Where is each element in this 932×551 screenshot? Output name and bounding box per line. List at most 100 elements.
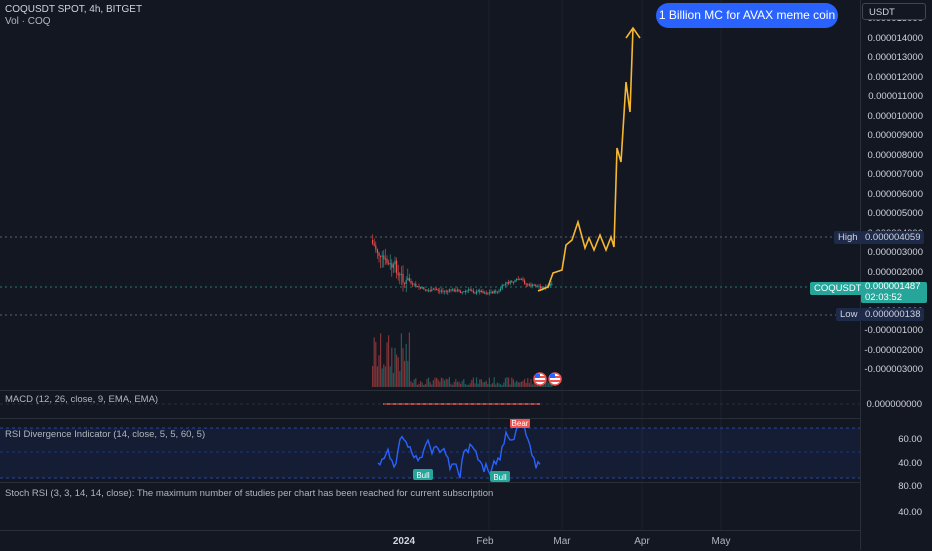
- volume-bar: [548, 383, 550, 387]
- candle-body: [532, 284, 534, 287]
- high-value-tag: 0.000004059: [861, 231, 925, 244]
- candle-body: [436, 289, 438, 291]
- price-tick: -0.000001000: [864, 325, 923, 336]
- candle-body: [492, 291, 494, 294]
- us-flag-icon[interactable]: [533, 372, 547, 386]
- macd-axis-value: 0.000000000: [866, 399, 922, 410]
- rsi-bear-label: Bear: [512, 419, 529, 428]
- candle-body: [551, 283, 553, 285]
- candle-body: [450, 289, 452, 291]
- current-price-tag: 0.000001487 02:03:52: [861, 281, 927, 303]
- candle-body: [455, 290, 457, 292]
- volume-bar: [519, 382, 521, 387]
- volume-bar: [490, 384, 492, 387]
- candle-body: [380, 255, 382, 257]
- stoch-axis-40: 40.00: [898, 507, 922, 518]
- candle-body: [415, 283, 417, 287]
- candle-body: [522, 279, 524, 281]
- time-label-mar: Mar: [553, 536, 571, 547]
- candle-body: [530, 284, 532, 287]
- volume-bar: [380, 333, 382, 387]
- candle-body: [477, 290, 479, 292]
- volume-bar: [508, 377, 510, 387]
- volume-bar: [516, 380, 518, 387]
- price-tick: 0.000003000: [867, 247, 923, 258]
- current-symbol-tag: COQUSDT: [810, 282, 866, 295]
- candle-body: [386, 258, 388, 264]
- candle-body: [479, 290, 481, 293]
- volume-bar: [384, 366, 386, 387]
- rsi-title[interactable]: RSI Divergence Indicator (14, close, 5, …: [5, 429, 206, 440]
- annotation-callout[interactable]: 1 Billion MC for AVAX meme coin: [656, 3, 838, 28]
- volume-bar: [480, 379, 482, 387]
- volume-bar: [447, 379, 449, 387]
- symbol-title[interactable]: COQUSDT SPOT, 4h, BITGET: [5, 4, 143, 15]
- volume-bar: [437, 379, 439, 387]
- volume-bar: [487, 383, 489, 387]
- low-label-tag: Low: [836, 308, 862, 321]
- price-chart-canvas[interactable]: Bull Bull Bear: [0, 0, 860, 530]
- rsi-bull-marker: Bull: [413, 469, 433, 480]
- candle-body: [447, 291, 449, 293]
- volume-bar: [514, 382, 516, 387]
- time-axis[interactable]: 2024 Feb Mar Apr May: [0, 530, 860, 551]
- projection-arrow-head: [625, 26, 641, 39]
- candle-body: [424, 289, 426, 291]
- candle-body: [495, 290, 497, 293]
- candle-body: [541, 287, 543, 289]
- volume-bar: [383, 364, 385, 387]
- candle-body: [461, 292, 463, 294]
- candle-body: [392, 264, 394, 268]
- candle-body: [509, 281, 511, 284]
- rsi-bull-label: Bull: [493, 473, 507, 482]
- volume-bar: [376, 366, 378, 387]
- volume-bar: [488, 377, 490, 387]
- rsi-bull-marker: Bull: [490, 471, 510, 482]
- volume-bar: [506, 377, 508, 387]
- volume-bar: [444, 380, 446, 387]
- volume-bar: [464, 384, 466, 387]
- volume-bar: [528, 383, 530, 387]
- price-tick: 0.000008000: [867, 149, 923, 161]
- candle-body: [464, 291, 466, 293]
- candle-body: [420, 287, 422, 289]
- volume-bar: [424, 384, 426, 387]
- candle-body: [514, 280, 516, 283]
- volume-bar: [408, 332, 410, 387]
- currency-selector-button[interactable]: USDT: [862, 3, 926, 20]
- candle-body: [533, 284, 535, 286]
- candle-body: [452, 289, 454, 291]
- candle-body: [383, 255, 385, 260]
- pane-separator[interactable]: [0, 418, 932, 419]
- chart-area[interactable]: Bull Bull Bear COQUSDT SPOT, 4h, BITGET …: [0, 0, 860, 530]
- volume-title[interactable]: Vol · COQ: [5, 16, 51, 27]
- candle-body: [432, 288, 434, 290]
- volume-bar: [544, 380, 546, 387]
- volume-bar: [434, 377, 436, 387]
- candle-body: [490, 291, 492, 293]
- pane-separator[interactable]: [0, 482, 932, 483]
- candle-body: [540, 286, 542, 289]
- volume-bar: [466, 384, 468, 387]
- candle-body: [474, 292, 476, 294]
- pane-separator[interactable]: [0, 390, 932, 391]
- stoch-rsi-title[interactable]: Stoch RSI (3, 3, 14, 14, close): The max…: [5, 488, 494, 499]
- macd-title[interactable]: MACD (12, 26, close, 9, EMA, EMA): [5, 394, 159, 405]
- candle-body: [487, 293, 489, 295]
- volume-bar: [495, 384, 497, 387]
- candle-body: [519, 278, 521, 280]
- volume-bar: [504, 378, 506, 387]
- candle-body: [468, 289, 470, 291]
- volume-bar: [546, 381, 548, 387]
- volume-bar: [410, 381, 412, 387]
- price-axis[interactable]: 0.0000150000.0000140000.0000130000.00001…: [860, 0, 932, 550]
- candle-body: [421, 287, 423, 289]
- candle-body: [549, 284, 551, 286]
- volume-bar: [386, 342, 388, 387]
- candle-body: [512, 281, 514, 283]
- us-flag-icon[interactable]: [548, 372, 562, 386]
- volume-bar: [469, 383, 471, 387]
- candle-body: [535, 284, 537, 287]
- price-tick: 0.000013000: [867, 52, 923, 63]
- volume-bar: [426, 378, 428, 387]
